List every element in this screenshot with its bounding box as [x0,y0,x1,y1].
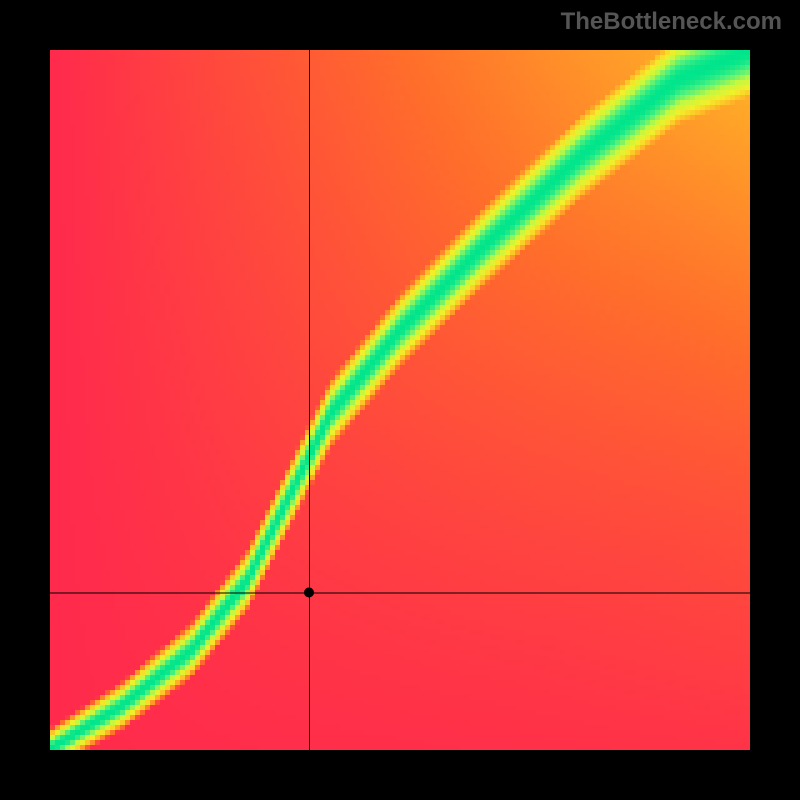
watermark-text: TheBottleneck.com [561,8,782,36]
chart-frame: TheBottleneck.com [0,0,800,800]
plot-area [50,50,750,750]
crosshair-overlay [50,50,750,750]
